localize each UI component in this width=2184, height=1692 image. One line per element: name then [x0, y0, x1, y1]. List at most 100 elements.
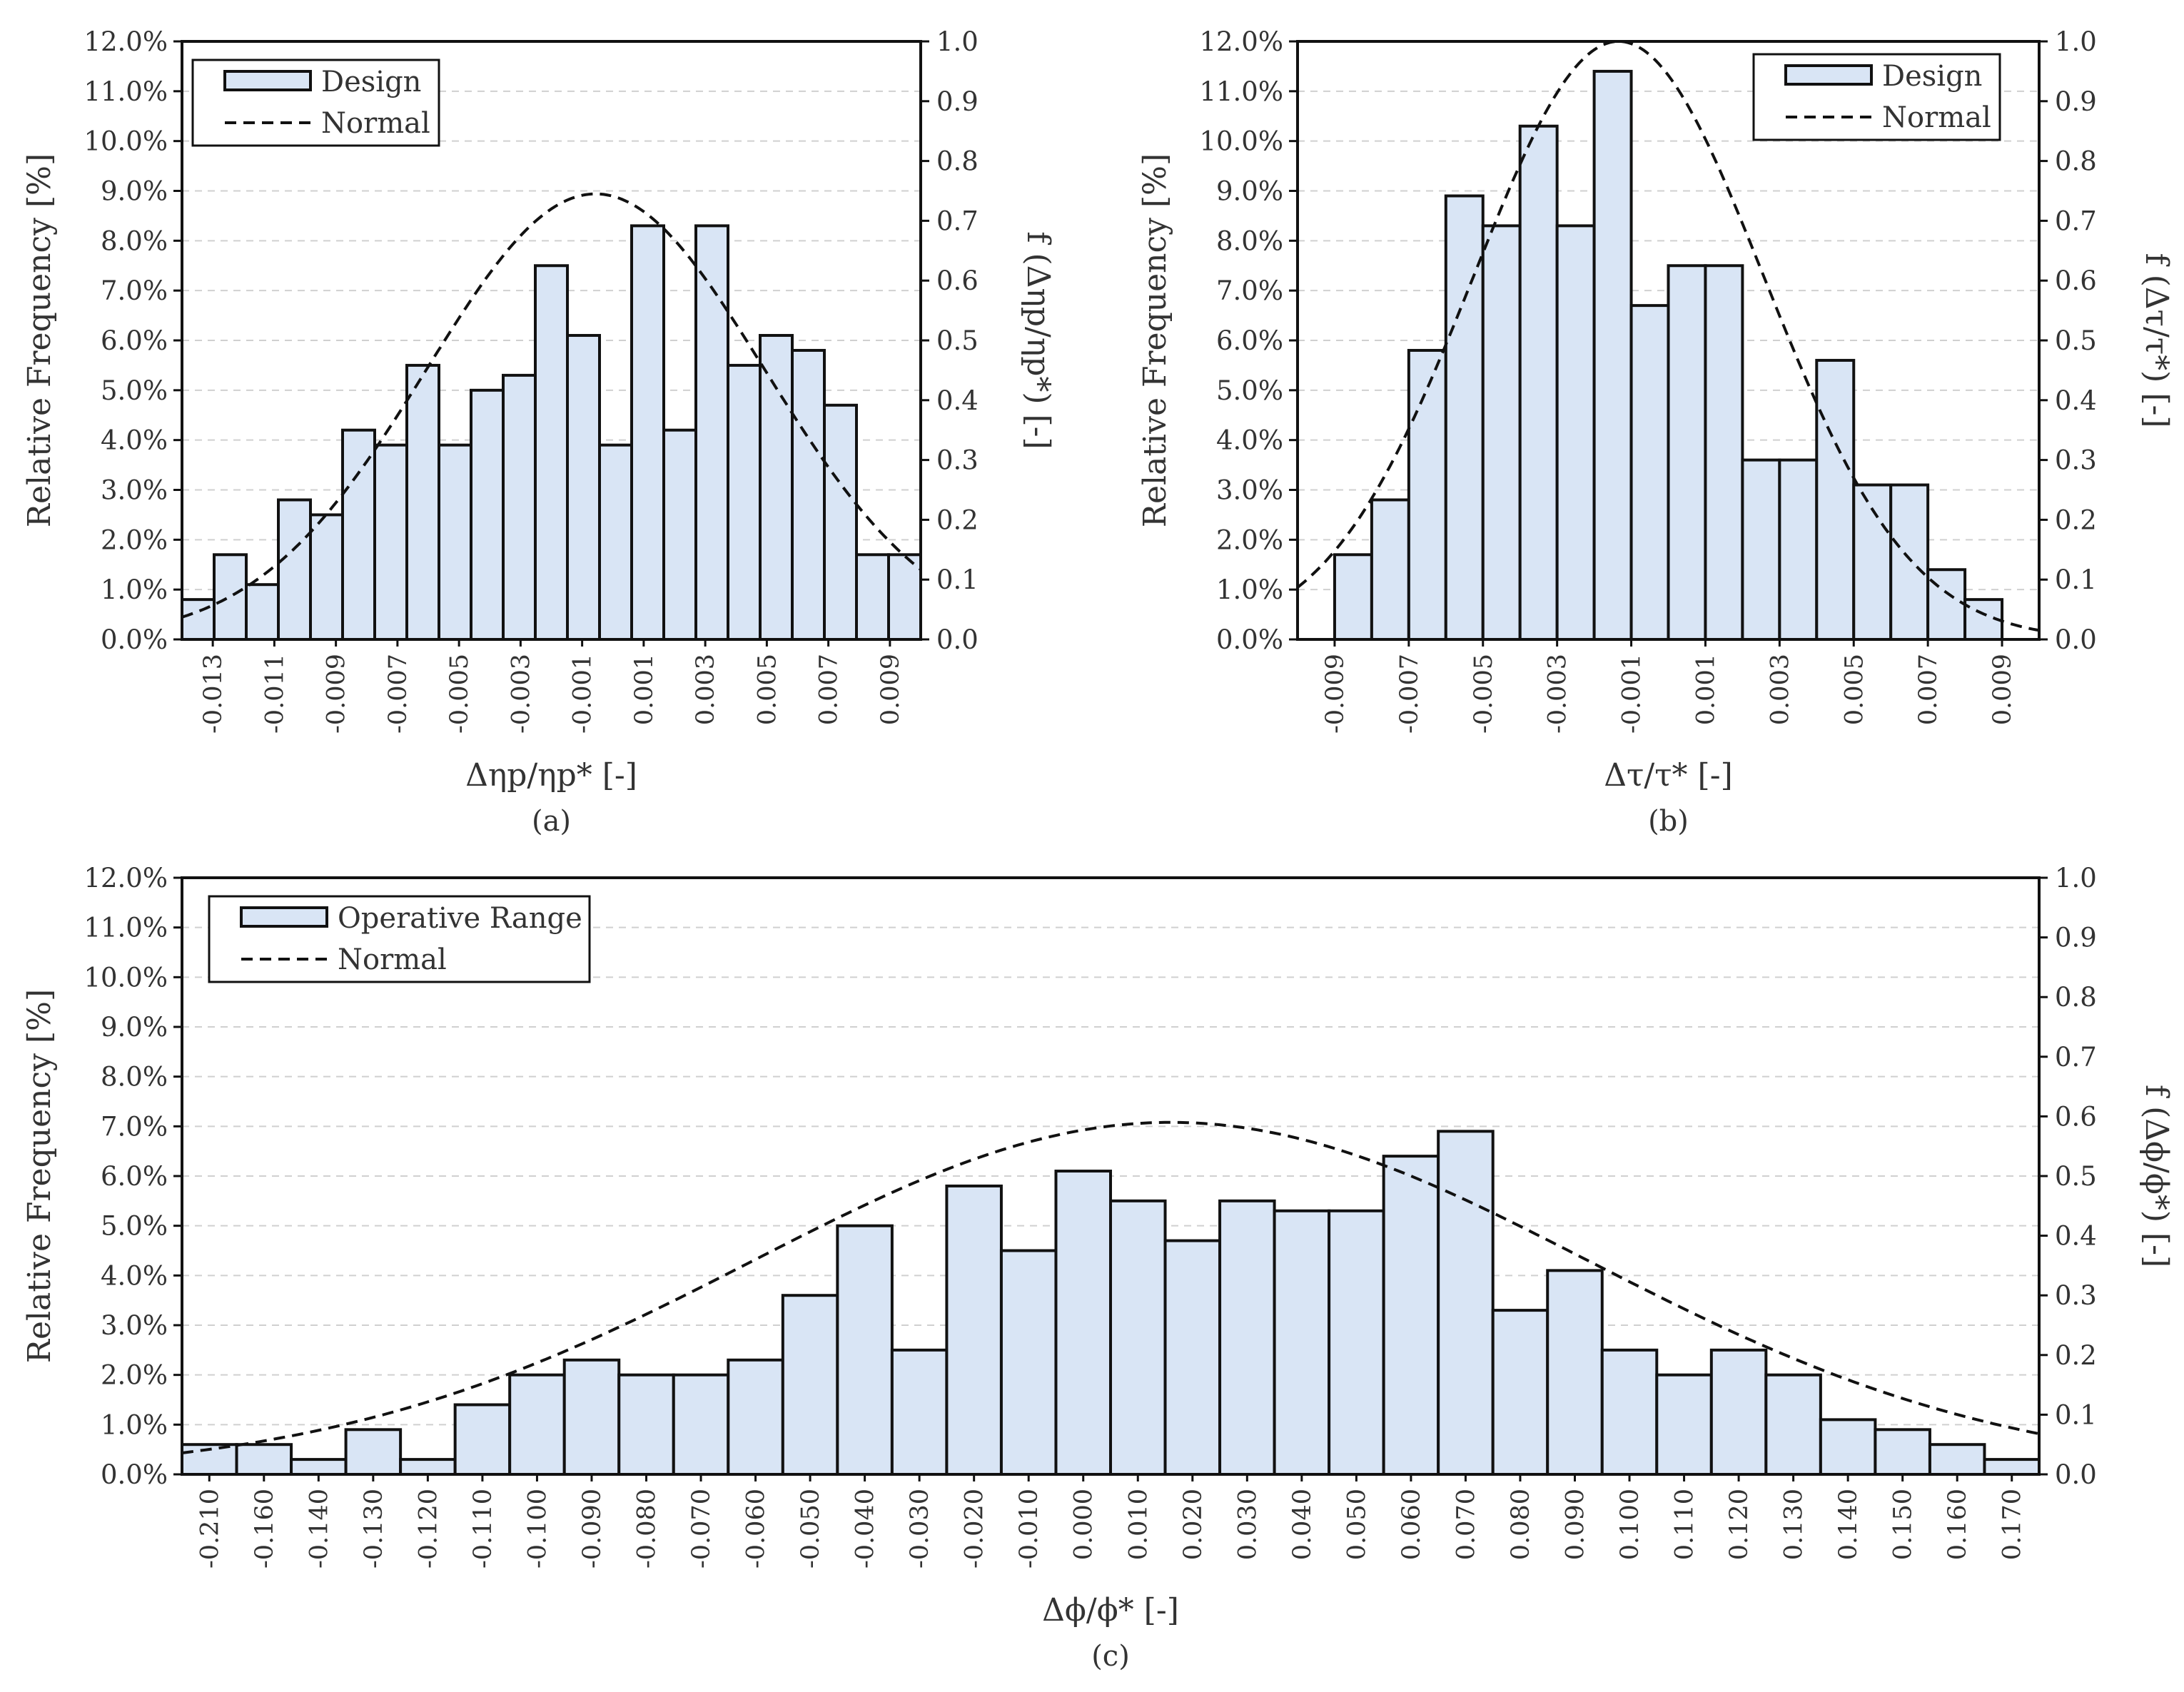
y-tick-label: 5.0%	[101, 375, 168, 406]
x-tick-label: -0.011	[261, 654, 289, 734]
histogram-bar	[1555, 224, 1596, 641]
histogram-bar	[662, 428, 697, 641]
y-tick-label: 7.0%	[101, 1111, 168, 1142]
x-tick-label: 0.007	[815, 654, 844, 725]
x-tick-label: 0.050	[1343, 1489, 1371, 1560]
y-tick-label: 0.0%	[101, 624, 168, 655]
chart-c-y-ticks: 0.0% 1.0% 2.0% 3.0% 4.0% 5.0% 6.0% 7.0% 8.0% 9.0%…	[84, 863, 182, 1490]
legend-label-bars: Design	[321, 66, 421, 98]
y-tick-label: 1.0%	[101, 574, 168, 605]
histogram-bar	[1444, 194, 1485, 641]
histogram-bar	[277, 498, 312, 642]
x-tick-label: -0.100	[523, 1489, 552, 1569]
x-tick-label: 0.120	[1725, 1489, 1754, 1560]
legend-bar-swatch	[223, 70, 312, 91]
y2-tick-label: 0.2	[2055, 505, 2097, 535]
y-tick-label: 9.0%	[101, 1012, 168, 1043]
y2-tick-label: 1.0	[2055, 26, 2097, 57]
y2-tick-label: 0.3	[2055, 1280, 2097, 1311]
y2-tick-label: 0.0	[2055, 1459, 2097, 1490]
y2-tick-label: 0.6	[2055, 1101, 2097, 1132]
x-tick-label: -0.210	[196, 1489, 224, 1569]
chart-b-caption: (b)	[1648, 805, 1689, 838]
x-tick-label: 0.070	[1452, 1489, 1480, 1560]
chart-b-legend: Design Normal	[1752, 53, 2001, 141]
histogram-bar	[890, 1348, 949, 1476]
chart-a-caption: (a)	[532, 805, 571, 838]
legend-box	[1752, 53, 2001, 141]
x-tick-label: -0.080	[633, 1489, 662, 1569]
histogram-bar	[341, 428, 376, 641]
x-tick-label: -0.090	[578, 1489, 607, 1569]
y-tick-label: 7.0%	[1216, 275, 1283, 306]
chart-a-x-ticks: -0.013 -0.011 -0.009 -0.007 -0.005 -0.003 -0.0…	[199, 639, 905, 734]
histogram-bar	[1874, 1428, 1931, 1476]
histogram-bar	[836, 1224, 894, 1476]
histogram-bar	[1481, 224, 1522, 641]
histogram-bar	[213, 553, 248, 641]
y-tick-label: 10.0%	[1199, 126, 1283, 157]
histogram-bar	[470, 388, 505, 641]
histogram-bar	[1983, 1458, 2041, 1476]
x-tick-label: -0.005	[1470, 654, 1498, 734]
histogram-bar	[630, 224, 665, 641]
y2-tick-label: 0.4	[936, 385, 979, 416]
x-tick-label: -0.130	[360, 1489, 388, 1569]
y-tick-label: 10.0%	[84, 126, 168, 157]
y2-tick-label: 0.2	[936, 505, 979, 535]
x-tick-label: -0.160	[251, 1489, 279, 1569]
x-tick-label: 0.130	[1780, 1489, 1809, 1560]
y2-tick-label: 0.9	[936, 86, 979, 117]
histogram-bar	[598, 443, 633, 642]
chart-b-x-ticks: -0.009 -0.007 -0.005 -0.003 -0.001 0.001 0.003…	[1321, 639, 2017, 734]
y-tick-label: 5.0%	[1216, 375, 1283, 406]
chart-b-y2-ticks: 0.0 0.1 0.2 0.3 0.4 0.5 0.6 0.7 0.8 0.9 1.0	[2039, 26, 2097, 655]
y2-tick-label: 1.0	[936, 26, 979, 57]
y2-tick-label: 0.1	[2055, 1399, 2097, 1430]
x-tick-label: 0.170	[1998, 1489, 2027, 1560]
histogram-bar	[1667, 264, 1707, 641]
chart-c-y2-ticks: 0.0 0.1 0.2 0.3 0.4 0.5 0.6 0.7 0.8 0.9 1.0	[2039, 863, 2097, 1490]
histogram-bar	[1629, 304, 1670, 641]
x-tick-label: -0.007	[1395, 654, 1424, 734]
histogram-bar	[534, 264, 569, 641]
histogram-bar	[1109, 1199, 1167, 1476]
x-tick-label: 0.160	[1943, 1489, 1972, 1560]
x-tick-label: 0.030	[1233, 1489, 1262, 1560]
y-tick-label: 4.0%	[101, 1260, 168, 1291]
y-tick-label: 0.0%	[101, 1459, 168, 1490]
histogram-bar	[562, 1358, 621, 1476]
histogram-bar	[887, 553, 922, 641]
histogram-bar	[1437, 1130, 1495, 1476]
histogram-bar	[245, 583, 280, 642]
chart-c-x-axis-title: Δϕ/ϕ* [-]	[1042, 1592, 1179, 1628]
histogram-bar	[1163, 1239, 1222, 1476]
x-tick-label: -0.005	[445, 654, 474, 734]
x-tick-label: -0.020	[961, 1489, 989, 1569]
y2-tick-label: 0.5	[2055, 325, 2097, 356]
histogram-bar	[1764, 1373, 1822, 1476]
y-tick-label: 2.0%	[101, 525, 168, 555]
y-tick-label: 5.0%	[101, 1211, 168, 1242]
y2-tick-label: 0.1	[2055, 564, 2097, 595]
histogram-bar	[399, 1458, 457, 1476]
x-tick-label: 0.100	[1616, 1489, 1644, 1560]
legend-label-normal: Normal	[1882, 101, 1991, 134]
histogram-bar	[1655, 1373, 1713, 1476]
y-tick-label: 11.0%	[1199, 76, 1283, 107]
x-tick-label: 0.001	[1692, 654, 1720, 725]
y2-tick-label: 0.1	[936, 564, 979, 595]
chart-a-y2-ticks: 0.0 0.1 0.2 0.3 0.4 0.5 0.6 0.7 0.8 0.9 1.0	[921, 26, 979, 655]
y-tick-label: 10.0%	[84, 962, 168, 993]
x-tick-label: 0.003	[1766, 654, 1794, 725]
y-tick-label: 0.0%	[1216, 624, 1283, 655]
x-tick-label: 0.003	[692, 654, 720, 725]
y2-tick-label: 0.3	[2055, 445, 2097, 476]
histogram-bar	[1518, 124, 1559, 641]
y-tick-label: 1.0%	[1216, 574, 1283, 605]
histogram-bar	[1592, 69, 1633, 641]
x-tick-label: 0.040	[1288, 1489, 1317, 1560]
y-tick-label: 4.0%	[1216, 425, 1283, 456]
chart-b-y-axis-title: Relative Frequency [%]	[1137, 153, 1173, 527]
